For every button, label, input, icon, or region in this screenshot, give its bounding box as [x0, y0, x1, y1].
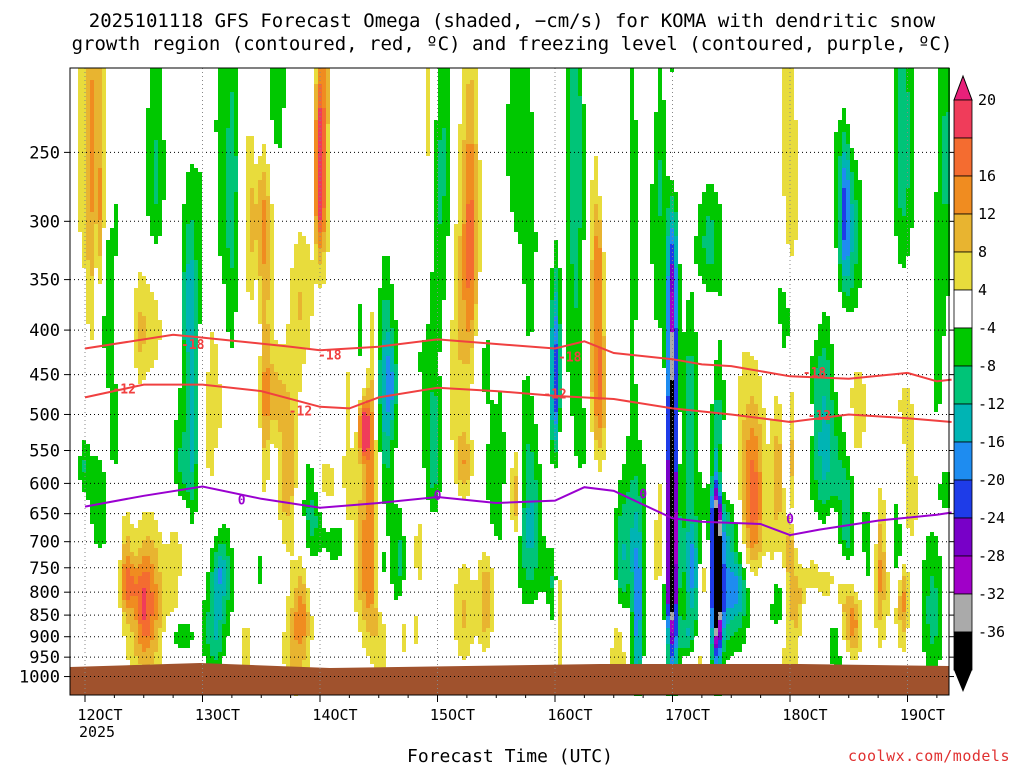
contour-line: [84, 485, 952, 537]
x-tick-label: 13OCT: [195, 706, 240, 724]
colorbar-label: 12: [978, 205, 996, 223]
contour-label: 0: [434, 489, 442, 504]
contour-label: -12: [289, 404, 312, 419]
colorbar-box: [953, 327, 973, 367]
y-tick-label: 600: [29, 474, 60, 494]
contour-label: -12: [543, 387, 566, 402]
colorbar-box: [953, 403, 973, 443]
chart-title-line-1: 2025101118 GFS Forecast Omega (shaded, −…: [88, 10, 936, 32]
ground-surface: [70, 663, 949, 695]
colorbar-label: -24: [978, 509, 1005, 527]
colorbar-label: 20: [978, 91, 996, 109]
contour-label: -18: [803, 366, 827, 381]
contour-label: 0: [639, 488, 647, 503]
colorbar-box: [953, 175, 973, 215]
colorbar-label: 16: [978, 167, 996, 185]
colorbar-box: [953, 593, 973, 633]
colorbar-label: -32: [978, 585, 1005, 603]
y-tick-label: 900: [29, 628, 60, 648]
colorbar-top-arrow: [953, 74, 973, 101]
colorbar-box: [953, 441, 973, 481]
colorbar-box: [953, 365, 973, 405]
y-tick-label: 400: [29, 321, 60, 341]
colorbar-label: -28: [978, 547, 1005, 565]
chart-title-line-2: growth region (contoured, red, ºC) and f…: [71, 33, 953, 55]
x-tick-label: 16OCT: [547, 706, 592, 724]
colorbar-label: -4: [978, 319, 996, 337]
colorbar-label: -8: [978, 357, 996, 375]
colorbar-box: [953, 631, 973, 671]
contour-line: [84, 383, 952, 424]
contour-label: -12: [112, 382, 135, 397]
x-tick-label: 15OCT: [430, 706, 475, 724]
contour-line: [84, 333, 952, 383]
site-credit[interactable]: coolwx.com/models: [847, 747, 1010, 765]
y-tick-label: 750: [29, 559, 60, 579]
colorbar-label: -36: [978, 623, 1005, 641]
y-tick-label: 850: [29, 606, 60, 626]
contour-label: -18: [558, 350, 582, 365]
colorbar-label: -16: [978, 433, 1005, 451]
colorbar-label: -12: [978, 395, 1005, 413]
colorbar-box: [953, 517, 973, 557]
contour-label: -18: [181, 338, 205, 353]
colorbar-label: 8: [978, 243, 987, 261]
colorbar-bottom-arrow: [954, 670, 972, 692]
y-tick-label: 500: [29, 405, 60, 425]
contour-label: 0: [786, 512, 794, 527]
y-tick-label: 700: [29, 533, 60, 553]
contour-label: 0: [238, 494, 246, 509]
colorbar-box: [953, 289, 973, 329]
x-tick-label: 17OCT: [665, 706, 710, 724]
grid-lines: [70, 68, 949, 695]
x-year-label: 2025: [79, 723, 115, 741]
colorbar-box: [953, 555, 973, 595]
colorbar-label: -20: [978, 471, 1005, 489]
y-tick-label: 800: [29, 583, 60, 603]
y-tick-label: 250: [29, 143, 60, 163]
y-tick-label: 300: [29, 212, 60, 232]
colorbar-box: [953, 251, 973, 291]
colorbar-box: [953, 99, 973, 139]
y-tick-label: 950: [29, 648, 60, 668]
colorbar-box: [953, 213, 973, 253]
colorbar-label: 4: [978, 281, 987, 299]
y-tick-label: 1000: [19, 668, 60, 688]
plot-frame: [69, 67, 950, 696]
y-tick-label: 450: [29, 366, 60, 386]
y-tick-label: 650: [29, 505, 60, 525]
contour-label: -12: [808, 409, 831, 424]
x-tick-label: 12OCT: [77, 706, 122, 724]
x-tick-label: 14OCT: [312, 706, 357, 724]
colorbar-box: [953, 137, 973, 177]
colorbar-box: [953, 479, 973, 519]
omega-shading: [78, 68, 950, 696]
y-tick-label: 350: [29, 271, 60, 291]
x-tick-label: 19OCT: [900, 706, 945, 724]
y-tick-label: 550: [29, 442, 60, 462]
contour-label: -18: [318, 349, 342, 364]
x-tick-label: 18OCT: [782, 706, 827, 724]
x-axis-label: Forecast Time (UTC): [407, 746, 613, 767]
